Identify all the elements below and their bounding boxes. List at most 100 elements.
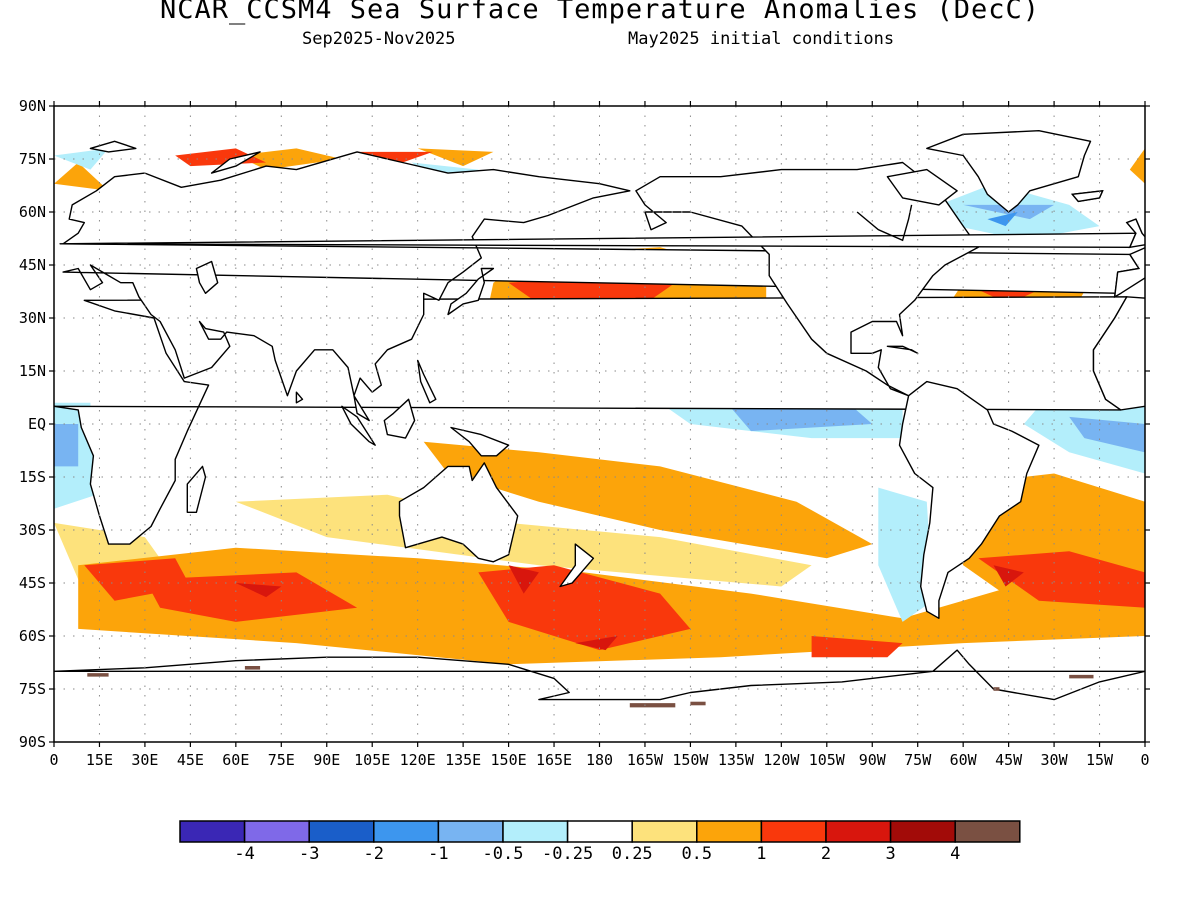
- anomaly-region: [575, 636, 618, 651]
- anomaly-region: [811, 636, 903, 658]
- coastline-south-america: [898, 380, 1040, 619]
- coastline-uk-wrap: [1125, 218, 1145, 249]
- lat-tick-label: 60N: [19, 203, 46, 221]
- anomaly-region: [235, 583, 282, 598]
- coastline-japan: [447, 267, 495, 316]
- colorbar-label: -0.5: [483, 844, 524, 864]
- colorbar-swatch: [437, 820, 504, 843]
- lon-tick-label: 45W: [995, 751, 1023, 769]
- anomaly-region: [878, 487, 933, 622]
- coastline-caspian: [195, 260, 219, 294]
- anomaly-region: [235, 494, 812, 587]
- colorbar-label: 2: [821, 844, 831, 864]
- forecast-period: Sep2025-Nov2025: [302, 29, 456, 49]
- coastline-borneo: [383, 398, 416, 439]
- lon-tick-label: 150W: [672, 751, 709, 769]
- colorbar-label: 0.5: [681, 844, 712, 864]
- ice-anomaly-patch: [993, 687, 1000, 691]
- lon-tick-label: 180: [586, 751, 613, 769]
- lon-tick-label: 45E: [177, 751, 204, 769]
- lon-tick-label: 150E: [491, 751, 527, 769]
- lat-tick-label: 30S: [19, 521, 46, 539]
- colorbar-label: -0.25: [542, 844, 593, 864]
- lon-tick-label: 30W: [1041, 751, 1069, 769]
- colorbar-label: -4: [234, 844, 254, 864]
- colorbar-label: 1: [756, 844, 766, 864]
- anomaly-region: [357, 151, 433, 163]
- lat-tick-label: 45N: [19, 256, 46, 274]
- colorbar-swatch: [566, 820, 633, 843]
- colorbar-swatch: [631, 820, 698, 843]
- colorbar-swatch: [243, 820, 310, 843]
- anomaly-region: [144, 572, 358, 622]
- anomaly-region: [978, 551, 1145, 608]
- colorbar-swatch: [889, 820, 956, 843]
- anomaly-region: [987, 212, 1018, 227]
- colorbar-swatch: [954, 820, 1021, 843]
- lat-tick-label: 15N: [19, 362, 46, 380]
- anomaly-region: [54, 148, 109, 170]
- coastline-africa-wrap: [1092, 296, 1145, 411]
- lon-tick-label: 0: [1140, 751, 1149, 769]
- colorbar-swatch: [696, 820, 763, 843]
- anomaly-region: [423, 441, 873, 559]
- ice-anomaly-patch: [244, 666, 261, 670]
- colorbar: -4 -3 -2 -1 -0.5 -0.25 0.25 0.5 1 2 3 4: [179, 820, 1021, 864]
- anomaly-region: [54, 424, 79, 467]
- coastline-eurasia-wrap: [1113, 247, 1145, 299]
- gridlines: [54, 106, 1145, 742]
- colorbar-label: 4: [950, 844, 960, 864]
- lon-tick-label: 30E: [131, 751, 158, 769]
- coastline-svalbard: [89, 140, 137, 153]
- lat-tick-label: 15S: [19, 468, 46, 486]
- colorbar-swatch: [179, 820, 246, 843]
- colorbar-label: -1: [428, 844, 448, 864]
- anomaly-region: [1129, 148, 1145, 184]
- lon-tick-label: 120E: [400, 751, 436, 769]
- anomaly-region: [235, 148, 342, 170]
- lon-tick-label: 75E: [268, 751, 295, 769]
- lat-tick-label: 90S: [19, 733, 46, 751]
- coastline-hudson-bay: [856, 204, 913, 242]
- anomaly-region: [417, 148, 494, 167]
- anomaly-region: [478, 565, 691, 651]
- lon-tick-label: 120W: [763, 751, 800, 769]
- lon-tick-label: 90W: [859, 751, 887, 769]
- lat-tick-label: 45S: [19, 574, 46, 592]
- lat-tick-label: EQ: [28, 415, 46, 433]
- colorbar-label: 0.25: [612, 844, 653, 864]
- lon-tick-label: 135W: [718, 751, 755, 769]
- lon-tick-label: 60W: [950, 751, 978, 769]
- lon-tick-label: 60E: [222, 751, 249, 769]
- colorbar-label: -2: [364, 844, 384, 864]
- coastline-new-guinea: [450, 426, 510, 457]
- lon-tick-label: 75W: [904, 751, 932, 769]
- anomaly-region: [508, 565, 539, 594]
- lon-tick-label: 135E: [445, 751, 481, 769]
- coastline-sri-lanka: [295, 391, 304, 404]
- ice-anomaly-patch: [87, 673, 109, 677]
- anomaly-region: [1069, 416, 1145, 453]
- coastline-madagascar: [186, 465, 207, 513]
- lon-tick-label: 15E: [86, 751, 113, 769]
- ice-anomaly-patch: [690, 701, 706, 706]
- colorbar-swatch: [825, 820, 892, 843]
- coastline-greenland: [926, 130, 1092, 213]
- colorbar-swatch: [308, 820, 375, 843]
- lat-tick-label: 90N: [19, 97, 46, 115]
- lon-tick-label: 15W: [1086, 751, 1114, 769]
- lon-tick-label: 165W: [627, 751, 664, 769]
- lon-tick-label: 165E: [536, 751, 572, 769]
- anomaly-region: [54, 162, 109, 191]
- colorbar-label: -3: [299, 844, 319, 864]
- lat-tick-label: 75N: [19, 150, 46, 168]
- coastline-novaya-zemlya: [210, 151, 261, 174]
- chart-title: NCAR_CCSM4 Sea Surface Temperature Anoma…: [159, 0, 1041, 25]
- colorbar-label: 3: [885, 844, 895, 864]
- colorbar-swatch: [373, 820, 440, 843]
- lon-tick-label: 105E: [354, 751, 390, 769]
- coastline-australia: [398, 462, 519, 563]
- coastline-baffin: [886, 168, 958, 206]
